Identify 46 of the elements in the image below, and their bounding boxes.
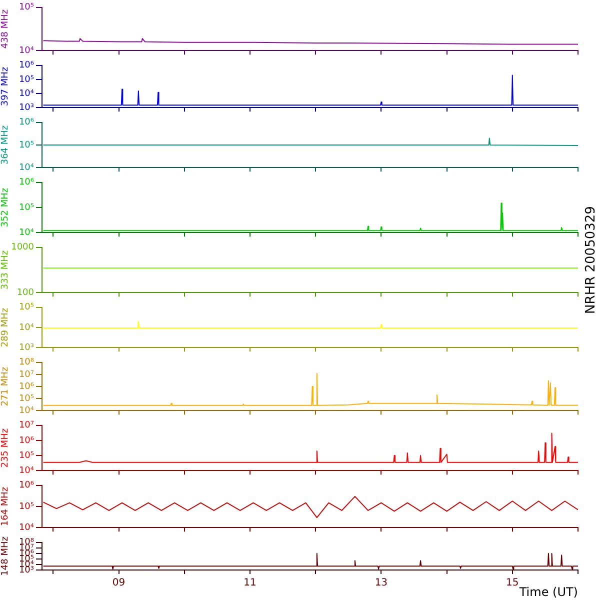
y-axis-title: 164 MHz: [0, 486, 11, 526]
x-tick-label: 11: [244, 578, 256, 589]
y-tick-label: 10⁷: [18, 370, 34, 380]
y-tick-label: 10⁴: [18, 406, 34, 416]
y-tick-label: 10⁴: [18, 466, 34, 476]
y-tick-label: 10⁶: [18, 436, 34, 446]
y-tick-label: 10⁶: [18, 178, 34, 188]
y-tick-label: 100: [16, 288, 34, 298]
y-tick-label: 10⁶: [18, 382, 34, 392]
y-tick-label: 10³: [18, 565, 34, 576]
x-tick-label: 13: [374, 578, 388, 589]
y-tick-label: 1000: [11, 242, 34, 253]
y-tick-label: 10⁵: [18, 302, 34, 313]
y-tick-label: 10⁵: [18, 2, 34, 13]
y-tick-label: 10⁵: [18, 74, 34, 85]
y-tick-label: 10⁵: [18, 394, 34, 404]
x-axis-title: Time (UT): [518, 584, 578, 599]
y-axis-title: 148 MHz: [0, 536, 11, 576]
y-tick-label: 10⁶: [18, 480, 34, 491]
text: NRHR 20050329: [584, 206, 598, 314]
y-tick-label: 10³: [18, 342, 34, 353]
y-tick-label: 10⁶: [18, 118, 34, 128]
y-axis-title: 397 MHz: [0, 66, 11, 106]
y-tick-label: 10⁸: [18, 358, 34, 368]
y-tick-label: 10⁴: [18, 522, 34, 533]
y-tick-label: 10⁵: [18, 450, 34, 461]
y-tick-label: 10⁵: [18, 502, 34, 512]
y-tick-label: 10⁵: [18, 202, 34, 213]
y-axis-title: 438 MHz: [0, 9, 11, 49]
y-tick-label: 10⁴: [18, 228, 34, 238]
y-tick-label: 10⁴: [18, 322, 34, 333]
y-tick-label: 10⁴: [18, 162, 34, 173]
y-axis-title: 352 MHz: [0, 188, 11, 228]
y-axis-title: 333 MHz: [0, 250, 11, 290]
y-axis-title: 289 MHz: [0, 308, 11, 348]
y-axis-title: 235 MHz: [0, 428, 11, 468]
y-tick-label: 10⁷: [18, 420, 34, 431]
y-axis-title: 364 MHz: [0, 125, 11, 165]
y-tick-label: 10⁶: [18, 60, 34, 71]
y-tick-label: 10⁴: [18, 46, 34, 56]
y-tick-label: 10⁵: [18, 140, 34, 150]
x-tick-label: 09: [112, 578, 126, 589]
y-tick-label: 10⁴: [18, 88, 34, 99]
y-tick-label: 10³: [18, 102, 34, 113]
y-axis-title: 271 MHz: [0, 366, 11, 406]
x-tick-label: 15: [506, 578, 519, 589]
